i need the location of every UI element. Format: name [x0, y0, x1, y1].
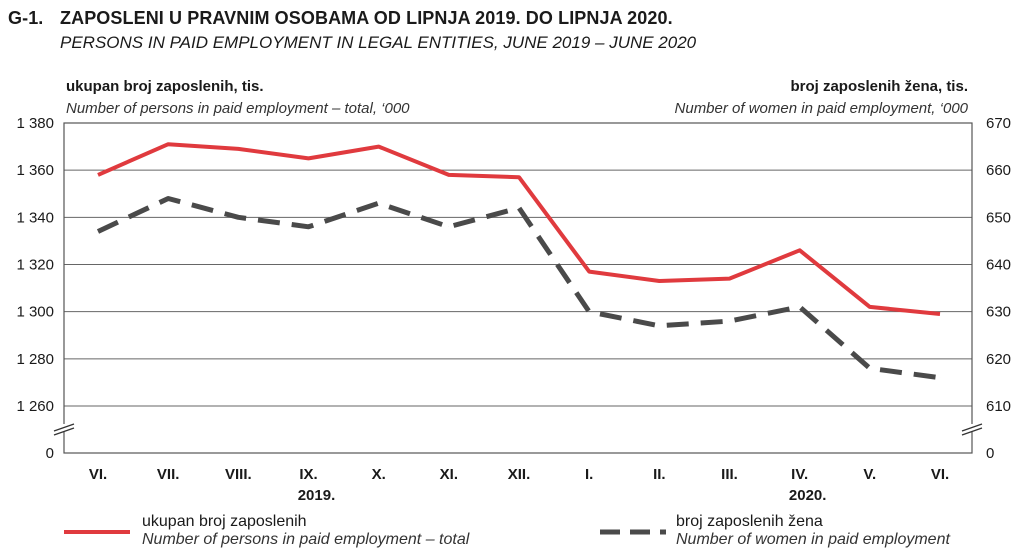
- x-tick-label: VII.: [157, 466, 180, 483]
- x-tick-label: I.: [585, 466, 593, 483]
- y-left-tick-label: 1 360: [16, 162, 54, 179]
- y-left-tick-label: 0: [46, 445, 54, 462]
- chart-title: ZAPOSLENI U PRAVNIM OSOBAMA OD LIPNJA 20…: [60, 8, 673, 28]
- y-left-tick-label: 1 340: [16, 209, 54, 226]
- axis-break-mark: [961, 427, 983, 436]
- y-left-tick-label: 1 260: [16, 398, 54, 415]
- y-left-tick-label: 1 320: [16, 257, 54, 274]
- left-axis-title: ukupan broj zaposlenih, tis.: [66, 78, 264, 95]
- x-tick-label: VI.: [931, 466, 949, 483]
- legend-women: broj zaposlenih žena Number of women in …: [676, 513, 950, 549]
- y-right-tick-label: 640: [986, 257, 1011, 274]
- legend-total-sublabel: Number of persons in paid employment – t…: [142, 531, 470, 548]
- x-tick-label: VI.: [89, 466, 107, 483]
- y-right-tick-label: 620: [986, 351, 1011, 368]
- chart-code: G-1.: [8, 8, 44, 28]
- left-axis-subtitle: Number of persons in paid employment – t…: [66, 100, 410, 117]
- x-tick-label: XI.: [440, 466, 458, 483]
- legend-women-sublabel: Number of women in paid employment: [676, 531, 950, 548]
- x-tick-label: IX.: [299, 466, 317, 483]
- right-axis-title: broj zaposlenih žena, tis.: [790, 78, 968, 95]
- legend-swatch-total: [64, 530, 130, 534]
- legend-swatch-women: [600, 529, 666, 535]
- x-tick-label: III.: [721, 466, 738, 483]
- y-right-tick-label: 650: [986, 209, 1011, 226]
- y-left-tick-label: 1 380: [16, 115, 54, 132]
- y-right-tick-label: 660: [986, 162, 1011, 179]
- x-tick-label: IV.: [791, 466, 808, 483]
- y-right-tick-label: 670: [986, 115, 1011, 132]
- y-right-tick-label: 0: [986, 445, 994, 462]
- legend-total-label: ukupan broj zaposlenih: [142, 513, 307, 530]
- x-year-label: 2019.: [298, 487, 336, 504]
- y-right-tick-label: 610: [986, 398, 1011, 415]
- right-axis-subtitle: Number of women in paid employment, ‘000: [674, 100, 968, 117]
- axis-break-mark: [53, 427, 75, 436]
- legend-total: ukupan broj zaposlenih Number of persons…: [142, 513, 469, 549]
- chart-title-row: G-1. ZAPOSLENI U PRAVNIM OSOBAMA OD LIPNJ…: [8, 8, 673, 29]
- y-left-tick-label: 1 300: [16, 304, 54, 321]
- x-tick-label: II.: [653, 466, 666, 483]
- axis-break-mark: [53, 423, 75, 432]
- axis-break-mark: [961, 423, 983, 432]
- y-left-tick-label: 1 280: [16, 351, 54, 368]
- x-tick-label: VIII.: [225, 466, 252, 483]
- x-year-label: 2020.: [789, 487, 827, 504]
- series-line-women: [96, 196, 941, 381]
- legend-women-label: broj zaposlenih žena: [676, 513, 823, 530]
- y-right-tick-label: 630: [986, 304, 1011, 321]
- x-tick-label: XII.: [508, 466, 531, 483]
- x-tick-label: V.: [863, 466, 876, 483]
- plot-frame: [63, 122, 973, 454]
- x-tick-label: X.: [372, 466, 386, 483]
- chart-subtitle: PERSONS IN PAID EMPLOYMENT IN LEGAL ENTI…: [60, 33, 697, 52]
